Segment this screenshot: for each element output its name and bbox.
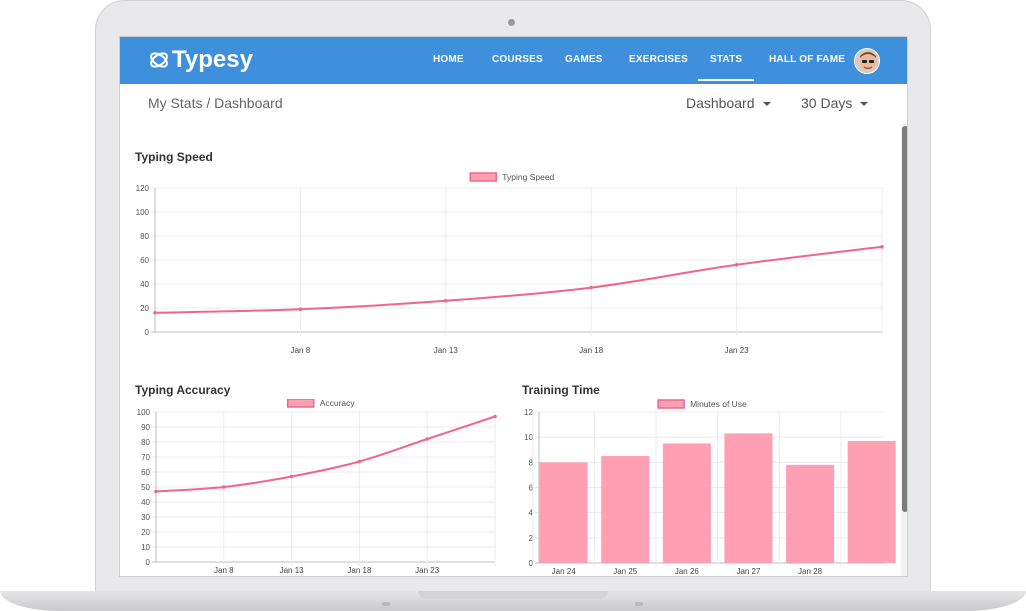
screen: Typesy HOME COURSES GAMES EXERCISES STAT… xyxy=(119,36,908,577)
y-tick-label: 0 xyxy=(145,328,150,337)
x-tick-label: Jan 18 xyxy=(347,566,372,575)
y-tick-label: 20 xyxy=(140,304,149,313)
nav-courses[interactable]: COURSES xyxy=(492,54,543,65)
bar xyxy=(662,443,711,563)
nav-stats[interactable]: STATS xyxy=(697,37,755,84)
y-tick-label: 20 xyxy=(141,528,150,537)
data-point xyxy=(880,245,884,249)
bar xyxy=(601,456,650,563)
page-scrollbar[interactable] xyxy=(901,124,907,576)
x-tick-label: Jan 8 xyxy=(214,566,234,575)
bar xyxy=(539,462,588,563)
y-tick-label: 40 xyxy=(140,280,149,289)
legend-label: Typing Speed xyxy=(502,172,554,182)
x-tick-label: Jan 26 xyxy=(675,567,700,576)
laptop-notch xyxy=(418,591,608,599)
x-tick-label: Jan 24 xyxy=(552,567,577,576)
data-point xyxy=(153,311,157,315)
date-range-select-label: 30 Days xyxy=(801,95,853,111)
y-tick-label: 12 xyxy=(524,408,533,417)
y-tick-label: 70 xyxy=(141,453,150,462)
data-point xyxy=(493,414,497,419)
x-tick-label: Jan 23 xyxy=(415,566,440,575)
y-tick-label: 40 xyxy=(141,498,150,507)
y-tick-label: 10 xyxy=(524,433,533,442)
series-line xyxy=(155,415,496,493)
breadcrumb: My Stats / Dashboard xyxy=(148,95,283,111)
y-tick-label: 80 xyxy=(141,438,150,447)
brand-logo[interactable]: Typesy xyxy=(148,45,253,75)
y-tick-label: 90 xyxy=(141,423,150,432)
y-tick-label: 2 xyxy=(529,534,534,543)
data-point xyxy=(222,485,226,489)
x-tick-label: Jan 27 xyxy=(736,567,761,576)
sub-header: My Stats / Dashboard Dashboard 30 Days xyxy=(120,84,907,125)
y-tick-label: 50 xyxy=(141,483,150,492)
nav-games[interactable]: GAMES xyxy=(565,54,603,65)
y-tick-label: 6 xyxy=(529,484,534,493)
typing-speed-title: Typing Speed xyxy=(135,150,213,164)
typing-speed-chart: 0 20 40 60 80 100 120 Typing Speed Jan 8 Jan 13 Ja… xyxy=(136,172,884,355)
y-tick-label: 10 xyxy=(141,543,150,552)
typesy-logo-icon xyxy=(150,52,168,68)
typing-accuracy-title: Typing Accuracy xyxy=(135,383,231,397)
y-tick-label: 4 xyxy=(529,509,534,518)
legend-swatch xyxy=(286,399,315,408)
x-tick-label: Jan 28 xyxy=(798,567,823,576)
y-tick-label: 0 xyxy=(529,559,534,568)
date-range-select[interactable]: 30 Days xyxy=(801,95,869,111)
data-point xyxy=(289,474,294,479)
dashboard-content: Typing Speed 0 20 40 60 80 100 120 Typing Speed… xyxy=(120,124,901,576)
data-point xyxy=(589,285,593,290)
legend-label: Minutes of Use xyxy=(690,399,747,409)
nav-home[interactable]: HOME xyxy=(433,54,464,65)
y-tick-label: 8 xyxy=(529,458,534,467)
avatar-face-icon xyxy=(855,49,879,73)
y-tick-label: 100 xyxy=(137,408,151,417)
scrollbar-thumb[interactable] xyxy=(902,126,907,512)
laptop-base xyxy=(0,591,1026,611)
y-tick-label: 60 xyxy=(141,468,150,477)
x-tick-label: Jan 8 xyxy=(291,346,311,355)
series-line xyxy=(154,245,883,314)
laptop-foot xyxy=(382,602,390,606)
data-point xyxy=(154,489,158,494)
data-point xyxy=(734,263,739,267)
user-avatar[interactable] xyxy=(854,48,880,74)
x-tick-label: Jan 23 xyxy=(725,346,750,355)
bar xyxy=(724,433,773,563)
data-point xyxy=(357,459,362,464)
y-tick-label: 30 xyxy=(141,513,150,522)
data-point xyxy=(425,437,430,441)
chevron-down-icon xyxy=(762,102,771,107)
x-tick-label: Jan 25 xyxy=(613,567,638,576)
camera-icon xyxy=(508,19,515,26)
data-point xyxy=(298,307,303,311)
legend-label: Accuracy xyxy=(320,399,356,408)
top-navbar: Typesy HOME COURSES GAMES EXERCISES STAT… xyxy=(120,37,907,84)
laptop-foot xyxy=(635,602,643,606)
brand-name: Typesy xyxy=(172,46,253,73)
bar xyxy=(786,464,835,563)
y-tick-label: 100 xyxy=(136,208,150,217)
x-tick-label: Jan 13 xyxy=(280,566,305,575)
typing-accuracy-chart: 0 10 20 30 40 50 60 70 80 90 100 Accuracy Jan 8 Jan 1… xyxy=(137,399,497,575)
legend-swatch xyxy=(469,172,498,182)
y-tick-label: 120 xyxy=(136,184,150,193)
legend-swatch xyxy=(657,399,685,409)
bar xyxy=(847,440,896,563)
x-tick-label: Jan 18 xyxy=(579,346,604,355)
chevron-down-icon xyxy=(860,102,869,107)
data-point xyxy=(444,299,448,303)
training-time-chart: 0 2 4 6 8 10 12 Minutes of Use Jan 24 Jan 25 Jan 2… xyxy=(524,399,896,576)
nav-hall-of-fame[interactable]: HALL OF FAME xyxy=(769,54,846,65)
y-tick-label: 80 xyxy=(140,232,149,241)
training-time-title: Training Time xyxy=(522,383,600,397)
x-tick-label: Jan 13 xyxy=(434,346,459,355)
dashboard-select[interactable]: Dashboard xyxy=(686,95,771,111)
y-tick-label: 60 xyxy=(140,256,149,265)
dashboard-select-label: Dashboard xyxy=(686,95,755,111)
nav-exercises[interactable]: EXERCISES xyxy=(629,54,689,65)
y-tick-label: 0 xyxy=(146,558,151,567)
